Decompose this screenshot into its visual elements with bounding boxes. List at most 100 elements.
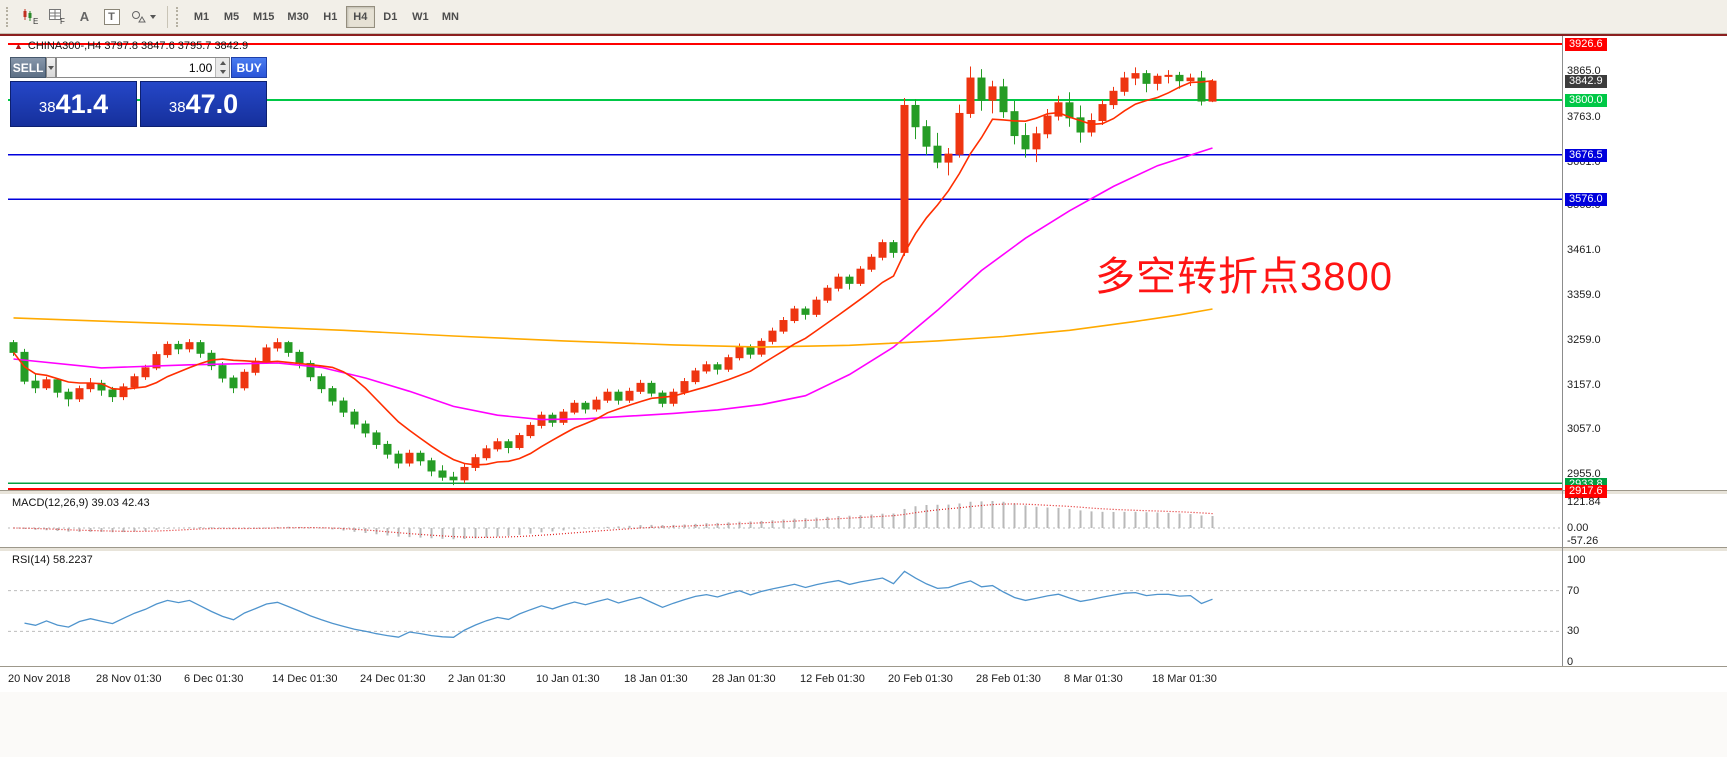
macd-scale-max: 121.84	[1567, 496, 1601, 508]
chart-window: ▲ CHINA300-,H4 3797.8 3847.6 3795.7 3842.…	[0, 34, 1727, 692]
candle-body	[471, 457, 480, 468]
candle-body	[31, 380, 40, 389]
price-tick: 3259.0	[1567, 333, 1601, 346]
sell-price-display[interactable]: 38 41.4	[10, 81, 137, 127]
candles-edit-button[interactable]: E	[17, 5, 44, 29]
buy-button[interactable]: BUY	[231, 57, 267, 78]
ma-medium-line	[13, 147, 1213, 421]
buy-price-display[interactable]: 38 47.0	[140, 81, 267, 127]
candle-body	[636, 382, 645, 392]
candle-body	[735, 346, 744, 359]
trade-prices-row: 38 41.4 38 47.0	[10, 81, 267, 127]
macd-signal-line	[13, 503, 1213, 539]
text-box-icon: T	[103, 8, 120, 25]
price-tick: 3763.0	[1567, 110, 1601, 123]
candle-body	[1098, 104, 1107, 122]
volume-dropdown-button[interactable]	[46, 57, 57, 78]
candle-body	[713, 364, 722, 370]
chevron-down-icon	[48, 65, 55, 70]
rsi-panel[interactable]: RSI(14) 58.2237	[0, 552, 1727, 666]
rsi-canvas	[8, 570, 1562, 638]
panel-separator[interactable]	[0, 547, 1727, 552]
candle-body	[130, 376, 139, 388]
candle-body	[779, 320, 788, 332]
toolbar-grip[interactable]	[6, 6, 13, 27]
candle-body	[1043, 115, 1052, 135]
timeframe-button-m5[interactable]: M5	[217, 6, 246, 28]
candle-body	[141, 367, 150, 378]
candle-body	[185, 342, 194, 350]
candle-body	[1175, 74, 1184, 82]
time-label: 24 Dec 01:30	[360, 673, 426, 685]
candle-body	[1120, 77, 1129, 92]
candle-body	[119, 386, 128, 398]
time-label: 18 Jan 01:30	[624, 673, 688, 685]
svg-text:E: E	[33, 17, 38, 25]
time-label: 12 Feb 01:30	[800, 673, 865, 685]
time-label: 14 Dec 01:30	[272, 673, 338, 685]
timeframe-button-m15[interactable]: M15	[247, 6, 280, 28]
toolbar-grip-2[interactable]	[176, 6, 183, 27]
text-label-button[interactable]: T	[98, 5, 125, 29]
timeframe-button-h4[interactable]: H4	[345, 5, 375, 28]
candle-body	[702, 364, 711, 372]
current-price-badge: 3842.9	[1565, 75, 1607, 89]
macd-panel[interactable]: MACD(12,26,9) 39.03 42.43	[0, 495, 1727, 547]
chevron-down-icon	[149, 14, 156, 19]
window-bottom-area	[0, 692, 1727, 757]
rsi-label: RSI(14) 58.2237	[12, 554, 93, 566]
timeframe-button-mn[interactable]: MN	[436, 6, 465, 28]
candle-body	[911, 104, 920, 128]
chart-annotation-text[interactable]: 多空转折点3800	[1095, 255, 1393, 299]
price-badge-3800.0: 3800.0	[1565, 94, 1607, 108]
time-label: 18 Mar 01:30	[1152, 673, 1217, 685]
sell-button[interactable]: SELL	[10, 57, 47, 78]
candle-body	[559, 411, 568, 423]
svg-text:F: F	[60, 17, 65, 25]
candle-body	[724, 357, 733, 370]
timeframe-button-m1[interactable]: M1	[187, 6, 216, 28]
candle-body	[592, 399, 601, 410]
sell-price-big: 41.4	[55, 88, 109, 119]
buy-price-big: 47.0	[185, 88, 239, 119]
candle-body	[1054, 102, 1063, 117]
one-click-collapse-icon[interactable]: ▲	[14, 41, 23, 51]
volume-increase-button[interactable]	[216, 58, 230, 68]
candle-body	[306, 362, 315, 378]
main-chart-canvas[interactable]	[8, 36, 1562, 490]
candle-body	[647, 382, 656, 394]
candle-body	[262, 347, 271, 362]
candle-body	[240, 371, 249, 389]
time-axis[interactable]: 20 Nov 2018 28 Nov 01:30 6 Dec 01:30 14 Dec…	[0, 666, 1727, 692]
shapes-dropdown-icon	[131, 10, 146, 22]
text-tool-button[interactable]: A	[71, 5, 98, 29]
timeframe-button-h1[interactable]: H1	[316, 6, 345, 28]
timeframe-button-w1[interactable]: W1	[406, 6, 435, 28]
candle-body	[746, 346, 755, 355]
volume-input[interactable]	[57, 58, 216, 77]
candle-body	[229, 377, 238, 389]
main-chart-panel[interactable]: ▲ CHINA300-,H4 3797.8 3847.6 3795.7 3842.…	[0, 36, 1727, 490]
candle-body	[460, 466, 469, 481]
timeframe-button-m30[interactable]: M30	[281, 6, 314, 28]
toolbar: E F A T M1 M5 M15 M30 H1 H4 D1 W1 MN	[0, 0, 1727, 34]
price-scale[interactable]: 3865.03763.03661.03563.03461.03359.03259…	[1563, 36, 1727, 681]
candle-body	[515, 435, 524, 449]
time-label: 6 Dec 01:30	[184, 673, 244, 685]
volume-decrease-button[interactable]	[216, 67, 230, 77]
candle-body	[372, 432, 381, 445]
rsi-scale-70: 70	[1567, 584, 1580, 597]
time-label: 20 Feb 01:30	[888, 673, 953, 685]
candle-body	[284, 342, 293, 353]
candle-body	[834, 276, 843, 289]
volume-spinner	[215, 58, 230, 77]
candle-body	[108, 389, 117, 398]
timeframe-button-d1[interactable]: D1	[376, 6, 405, 28]
line-studies-dropdown-button[interactable]	[125, 5, 161, 29]
grid-list-button[interactable]: F	[44, 5, 71, 29]
panel-separator[interactable]	[0, 490, 1727, 495]
candle-body	[416, 452, 425, 462]
candle-body	[1164, 74, 1173, 77]
candle-body	[1021, 135, 1030, 150]
